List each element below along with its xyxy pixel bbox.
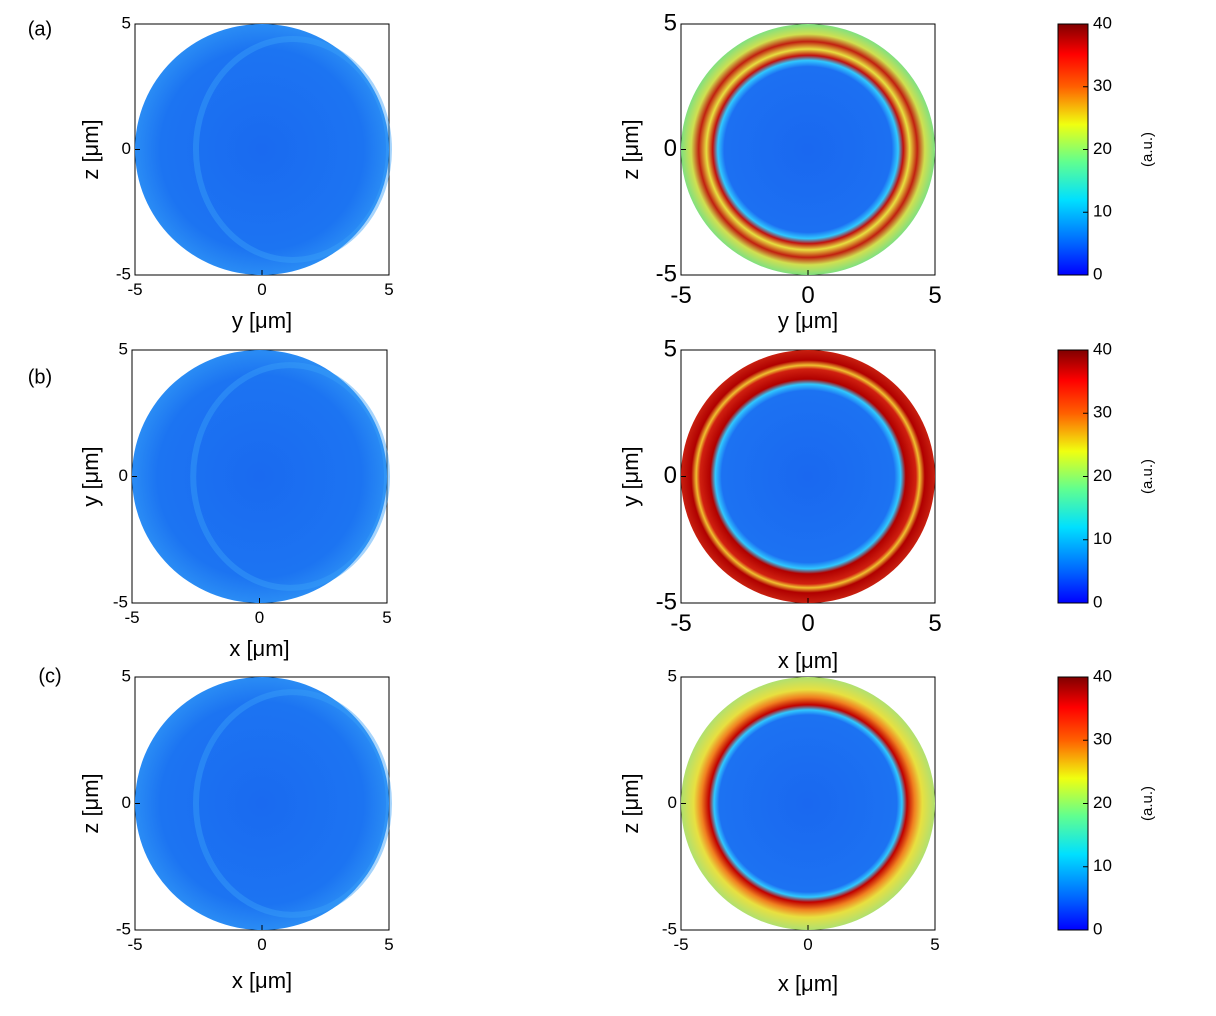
x-axis-label: x [μm] (778, 648, 838, 673)
x-tick-label: 5 (384, 935, 393, 954)
colorbar-tick-label: 10 (1093, 529, 1112, 548)
colorbar-tick-label: 30 (1093, 403, 1112, 422)
x-axis-label: y [μm] (778, 308, 838, 333)
x-tick-label: 5 (928, 282, 941, 309)
panel-label: (a) (28, 18, 52, 40)
colorbar-tick-label: 20 (1093, 466, 1112, 485)
y-tick-label: 5 (664, 9, 677, 36)
colorbar-tick-label: 40 (1093, 666, 1112, 685)
x-tick-label: -5 (124, 608, 139, 627)
y-tick-label: -5 (656, 260, 677, 287)
y-axis-label: z [μm] (618, 119, 643, 179)
x-axis-label: y [μm] (232, 308, 292, 333)
x-tick-label: 5 (384, 280, 393, 299)
field-map (681, 677, 935, 930)
field-map (132, 350, 387, 603)
y-axis-label: z [μm] (78, 773, 103, 833)
field-map (135, 24, 389, 275)
colorbar-tick-label: 40 (1093, 13, 1112, 32)
x-tick-label: 0 (801, 610, 814, 637)
y-tick-label: 0 (119, 466, 128, 485)
colorbar-tick-label: 0 (1093, 592, 1102, 611)
colorbar-tick-label: 0 (1093, 919, 1102, 938)
y-axis-label: y [μm] (78, 446, 103, 506)
colorbar-label: (a.u.) (1139, 786, 1156, 821)
colorbar-label: (a.u.) (1139, 132, 1156, 167)
field-highlight (192, 36, 393, 263)
x-tick-label: 0 (255, 608, 264, 627)
y-tick-label: 0 (664, 135, 677, 162)
x-tick-label: -5 (673, 935, 688, 954)
y-tick-label: 0 (664, 462, 677, 489)
colorbar-tick-label: 20 (1093, 139, 1112, 158)
panel-label: (b) (28, 366, 52, 388)
field-highlight (190, 362, 391, 591)
y-tick-label: 0 (122, 793, 131, 812)
x-tick-label: 5 (930, 935, 939, 954)
colorbar-label: (a.u.) (1139, 459, 1156, 494)
colorbar-tick-label: 30 (1093, 730, 1112, 749)
x-tick-label: -5 (670, 610, 691, 637)
y-tick-label: -5 (662, 919, 677, 938)
y-tick-label: -5 (656, 588, 677, 615)
y-tick-label: -5 (116, 919, 131, 938)
x-axis-label: x [μm] (232, 968, 292, 993)
x-tick-label: 5 (382, 608, 391, 627)
y-axis-label: y [μm] (618, 446, 643, 506)
y-tick-label: 5 (122, 13, 131, 32)
y-tick-label: 5 (119, 339, 128, 358)
y-axis-label: z [μm] (618, 773, 643, 833)
y-tick-label: -5 (113, 592, 128, 611)
y-tick-label: 5 (122, 666, 131, 685)
y-tick-label: 0 (668, 793, 677, 812)
colorbar-tick-label: 30 (1093, 76, 1112, 95)
y-tick-label: 5 (668, 666, 677, 685)
x-tick-label: 5 (928, 610, 941, 637)
colorbar-tick-label: 10 (1093, 202, 1112, 221)
field-map (681, 350, 935, 603)
x-tick-label: 0 (801, 282, 814, 309)
colorbar-tick-label: 0 (1093, 264, 1102, 283)
panel-label: (c) (38, 665, 61, 687)
x-axis-label: x [μm] (778, 971, 838, 996)
y-tick-label: -5 (116, 264, 131, 283)
colorbar-tick-label: 10 (1093, 856, 1112, 875)
y-axis-label: z [μm] (78, 119, 103, 179)
x-tick-label: 0 (803, 935, 812, 954)
y-tick-label: 5 (664, 335, 677, 362)
field-highlight (192, 689, 393, 918)
colorbar-tick-label: 20 (1093, 793, 1112, 812)
x-tick-label: 0 (257, 280, 266, 299)
field-map (681, 24, 935, 275)
x-tick-label: -5 (670, 282, 691, 309)
x-axis-label: x [μm] (229, 636, 289, 661)
x-tick-label: 0 (257, 935, 266, 954)
colorbar-tick-label: 40 (1093, 339, 1112, 358)
field-map (135, 677, 389, 930)
y-tick-label: 0 (122, 139, 131, 158)
x-tick-label: -5 (127, 280, 142, 299)
x-tick-label: -5 (127, 935, 142, 954)
